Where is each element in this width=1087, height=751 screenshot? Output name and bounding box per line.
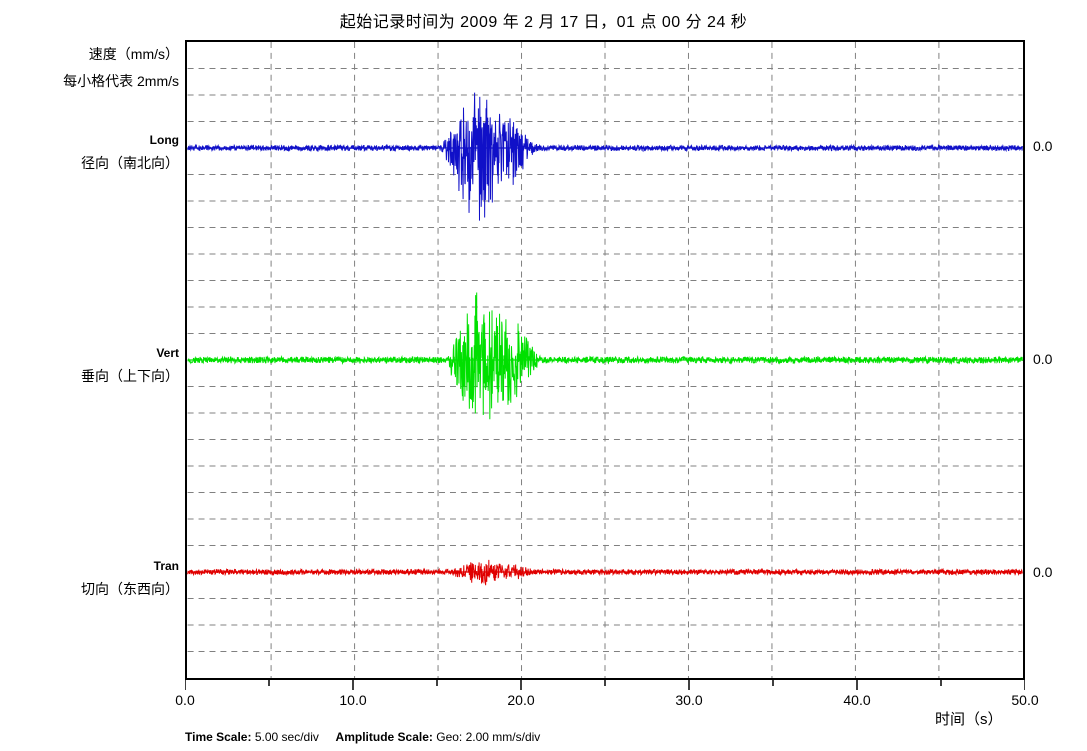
trace-vert-label-cn: 垂向（上下向） [81, 366, 179, 386]
trace-long-label-cn: 径向（南北向） [81, 153, 179, 173]
trace-vert-right-value: 0.0 [1033, 351, 1052, 367]
trace-long-right-value: 0.0 [1033, 138, 1052, 154]
plot-frame [185, 40, 1025, 680]
trace-tran-label-en: Tran [154, 559, 179, 573]
chart-title: 起始记录时间为 2009 年 2 月 17 日，01 点 00 分 24 秒 [0, 8, 1087, 32]
x-tick-marks [185, 680, 1025, 700]
time-scale-value: 5.00 sec/div [255, 730, 319, 744]
trace-long-label-en: Long [150, 133, 179, 147]
y-div-label: 每小格代表 2mm/s [63, 71, 179, 91]
trace-tran-right-value: 0.0 [1033, 564, 1052, 580]
time-scale-label: Time Scale: [185, 730, 251, 744]
trace-vert-label-en: Vert [156, 346, 179, 360]
amp-scale-label: Amplitude Scale: [336, 730, 433, 744]
x-axis-title: 时间（s） [935, 708, 1003, 729]
trace-tran-label-cn: 切向（东西向） [81, 579, 179, 599]
plot-svg [187, 42, 1023, 678]
y-unit-label: 速度（mm/s） [89, 44, 179, 64]
amp-scale-value: Geo: 2.00 mm/s/div [436, 730, 540, 744]
scale-footer: Time Scale: 5.00 sec/div Amplitude Scale… [185, 730, 540, 744]
